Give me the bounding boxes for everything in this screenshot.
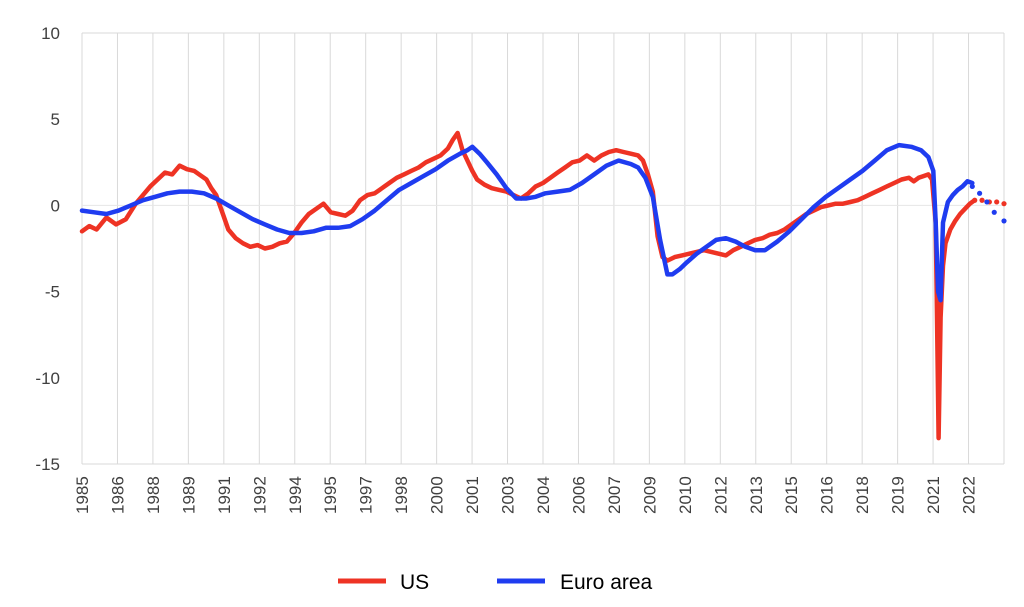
grid: [81, 32, 1005, 465]
x-tick-label: 2004: [534, 476, 553, 514]
x-tick-label: 2015: [782, 476, 801, 514]
us-forecast-point: [1001, 201, 1007, 207]
x-tick-label: 1998: [392, 476, 411, 514]
euro-area-line: [79, 142, 975, 303]
y-tick-label: 0: [51, 196, 60, 215]
euro-area-forecast-point: [969, 183, 975, 190]
y-tick-label: -10: [35, 369, 60, 388]
legend-label-us: US: [400, 571, 429, 594]
y-tick-label: -5: [45, 283, 60, 302]
us-forecast-point: [994, 199, 1000, 205]
x-tick-label: 2016: [818, 476, 837, 514]
y-tick-label: -15: [35, 455, 60, 474]
euro-area-forecast-point: [977, 190, 983, 196]
euro-area-forecast-point: [984, 199, 990, 205]
x-tick-label: 1988: [144, 476, 163, 514]
x-tick-label: 2019: [889, 476, 908, 514]
us-line: [79, 130, 977, 441]
x-tick-label: 2013: [747, 476, 766, 514]
x-axis-ticks: 1985 1986 1988 1989 1991 1992 1994 1995 1997 1998…: [73, 476, 979, 514]
x-tick-label: 2000: [428, 476, 447, 514]
legend: US Euro area: [338, 571, 653, 594]
legend-label-euro-area: Euro area: [560, 571, 653, 594]
x-tick-label: 1995: [321, 476, 340, 514]
y-axis-ticks: 10 5 0 -5 -10 -15: [35, 24, 60, 474]
x-tick-label: 2022: [960, 476, 979, 514]
us-forecast-point: [972, 197, 978, 203]
x-tick-label: 1994: [286, 476, 305, 514]
x-tick-label: 1997: [357, 476, 376, 514]
x-tick-label: 1989: [179, 476, 198, 514]
x-tick-label: 2018: [853, 476, 872, 514]
euro-area-forecast-point: [1001, 218, 1007, 224]
x-tick-label: 1992: [250, 476, 269, 514]
x-tick-label: 2010: [676, 476, 695, 514]
x-tick-label: 2007: [605, 476, 624, 514]
x-tick-label: 1986: [108, 476, 127, 514]
x-tick-label: 2012: [711, 476, 730, 514]
x-tick-label: 2001: [463, 476, 482, 514]
x-tick-label: 1991: [215, 476, 234, 514]
y-tick-label: 10: [41, 24, 60, 43]
us-forecast-point: [979, 197, 985, 203]
x-tick-label: 1985: [73, 476, 92, 514]
y-tick-label: 5: [51, 110, 60, 129]
x-tick-label: 2006: [569, 476, 588, 514]
x-tick-label: 2003: [499, 476, 518, 514]
series: [79, 130, 1007, 441]
x-tick-label: 2009: [640, 476, 659, 514]
x-tick-label: 2021: [924, 476, 943, 514]
euro-area-forecast-point: [991, 209, 997, 215]
